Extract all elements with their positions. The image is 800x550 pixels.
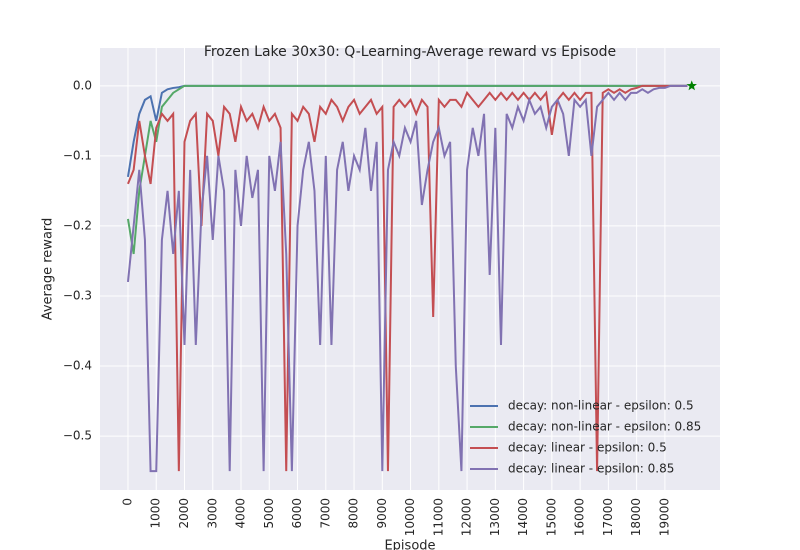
x-tick-label: 12000	[460, 498, 474, 536]
x-tick-label: 15000	[544, 498, 558, 536]
lines	[126, 80, 697, 473]
series-line	[126, 84, 688, 473]
x-tick-label: 18000	[629, 498, 643, 536]
y-axis-label: Average reward	[41, 218, 56, 321]
x-tick-label: 11000	[431, 498, 445, 536]
legend-label: decay: linear - epsilon: 0.5	[508, 441, 667, 455]
x-tick-label: 10000	[403, 498, 417, 536]
star-marker	[686, 80, 697, 91]
x-tick-label: 3000	[205, 498, 219, 529]
legend-label: decay: non-linear - epsilon: 0.5	[508, 399, 694, 413]
x-tick-label: 5000	[262, 498, 276, 529]
x-tick-label: 17000	[601, 498, 615, 536]
legend-label: decay: non-linear - epsilon: 0.85	[508, 420, 701, 434]
series-line	[126, 84, 688, 255]
x-tick-label: 16000	[573, 498, 587, 536]
grid	[100, 48, 720, 490]
y-tick-label: −0.2	[63, 218, 92, 232]
legend: decay: non-linear - epsilon: 0.5 decay: n…	[470, 399, 701, 476]
y-tick-label: −0.4	[63, 359, 92, 373]
y-tick-label: 0.0	[73, 78, 92, 92]
x-tick-label: 1000	[149, 498, 163, 529]
x-tick-label: 9000	[375, 498, 389, 529]
x-tick-label: 4000	[234, 498, 248, 529]
x-tick-label: 2000	[177, 498, 191, 529]
x-tick-label: 7000	[318, 498, 332, 529]
x-tick-label: 8000	[347, 498, 361, 529]
x-tick-label: 0	[120, 498, 134, 506]
x-tick-label: 13000	[488, 498, 502, 536]
x-tick-label: 14000	[516, 498, 530, 536]
legend-label: decay: linear - epsilon: 0.85	[508, 462, 674, 476]
y-tick-label: −0.1	[63, 148, 92, 162]
x-tick-label: 19000	[657, 498, 671, 536]
plot-area	[100, 48, 720, 490]
x-axis-label: Episode	[384, 539, 435, 550]
y-tick-label: −0.3	[63, 288, 92, 302]
chart-title: Frozen Lake 30x30: Q-Learning-Average re…	[204, 44, 616, 60]
x-tick-label: 6000	[290, 498, 304, 529]
y-tick-label: −0.5	[63, 429, 92, 443]
series-line	[127, 84, 688, 472]
